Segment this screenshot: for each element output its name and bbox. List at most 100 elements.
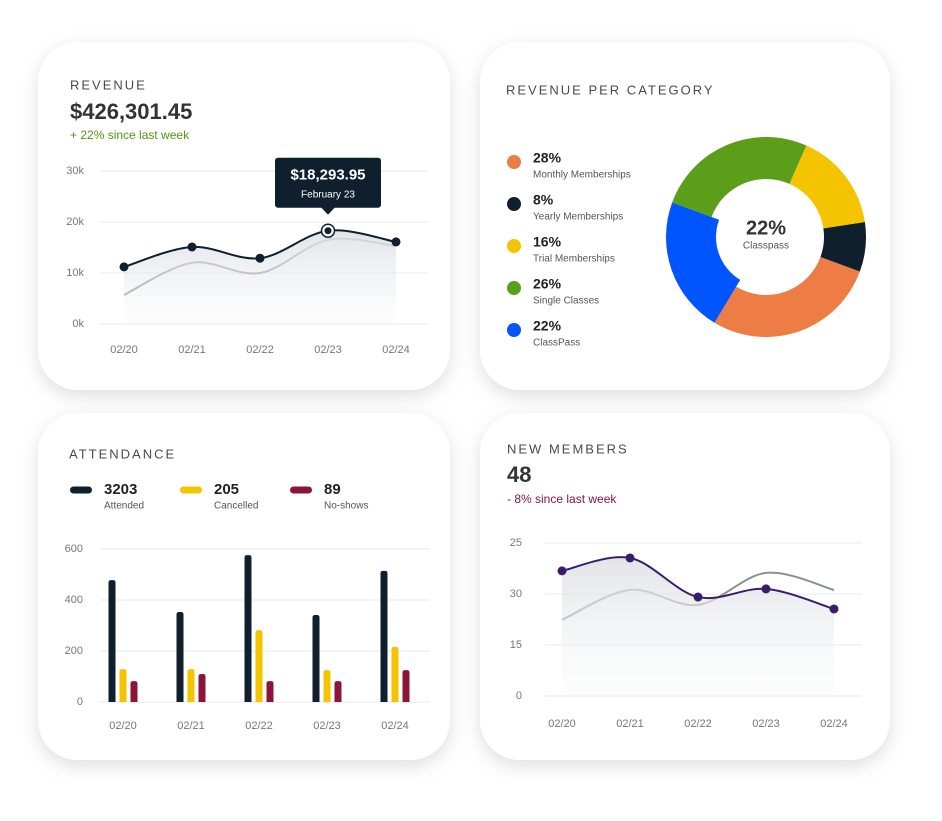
x-tick-label: 02/22 [684, 718, 712, 730]
y-tick-label: 0 [516, 690, 522, 702]
x-tick-label: 02/20 [548, 718, 576, 730]
card-title: NEW MEMBERS [507, 441, 629, 456]
legend-dot [507, 281, 521, 295]
revenue-card [38, 42, 450, 390]
card-title: REVENUE [70, 77, 147, 92]
x-tick-label: 02/21 [177, 720, 205, 732]
legend-total: 3203 [104, 481, 137, 498]
x-tick-label: 02/20 [109, 720, 137, 732]
change-text: + 22% since last week [70, 128, 190, 142]
attendance-card [38, 413, 450, 760]
change-text: - 8% since last week [507, 492, 617, 506]
bar [244, 555, 252, 702]
legend-swatch [180, 486, 202, 494]
bar [380, 570, 388, 702]
point [391, 237, 401, 247]
donut-segment [820, 222, 866, 272]
y-tick-label: 20k [66, 216, 84, 228]
legend-name: ClassPass [533, 338, 580, 349]
bar [391, 646, 399, 702]
point [693, 592, 703, 602]
card-title: REVENUE PER CATEGORY [506, 82, 715, 97]
legend-name: Single Classes [533, 296, 599, 307]
legend-name: Attended [104, 501, 144, 512]
y-tick-label: 15 [510, 639, 522, 651]
point [255, 253, 265, 263]
x-tick-label: 02/22 [245, 720, 273, 732]
members-card [480, 413, 890, 760]
y-tick-label: 600 [65, 543, 83, 555]
y-tick-label: 10k [66, 267, 84, 279]
point [761, 584, 771, 594]
x-tick-label: 02/24 [820, 718, 848, 730]
tooltip-pointer [321, 207, 335, 215]
bar [312, 615, 320, 702]
x-tick-label: 02/21 [178, 344, 206, 356]
legend-total: 205 [214, 481, 239, 498]
donut-segment [789, 145, 865, 229]
headline-value: 48 [507, 462, 531, 487]
legend-value: 16% [533, 234, 562, 250]
bar [176, 611, 184, 702]
legend-name: Cancelled [214, 501, 258, 512]
legend-swatch [70, 486, 92, 494]
bar [255, 630, 263, 702]
x-tick-label: 02/23 [314, 344, 342, 356]
bar [198, 673, 206, 702]
y-tick-label: 400 [65, 594, 83, 606]
legend-name: Yearly Memberships [533, 212, 623, 223]
tooltip-box [275, 157, 381, 208]
legend-value: 8% [533, 192, 554, 208]
legend-swatch [290, 486, 312, 494]
bar [402, 670, 410, 702]
bar [130, 681, 138, 702]
donut-segment [672, 136, 807, 217]
legend-dot [507, 197, 521, 211]
bar [108, 580, 116, 702]
center-label: Classpass [743, 241, 789, 252]
point [557, 566, 567, 576]
legend-dot [507, 323, 521, 337]
x-tick-label: 02/23 [313, 720, 341, 732]
x-tick-label: 02/24 [381, 720, 409, 732]
tooltip-date: February 23 [301, 189, 355, 200]
point [829, 604, 839, 614]
donut-segment [714, 257, 860, 337]
center-value: 22% [746, 217, 786, 239]
y-tick-label: 30 [510, 588, 522, 600]
x-tick-label: 02/24 [382, 344, 410, 356]
legend-name: Trial Memberships [533, 254, 615, 265]
point [119, 262, 129, 272]
legend-name: No-shows [324, 501, 368, 512]
x-tick-label: 02/22 [246, 344, 274, 356]
y-tick-label: 0 [77, 696, 83, 708]
point [187, 242, 197, 252]
y-tick-label: 0k [72, 318, 84, 330]
y-tick-label: 30k [66, 165, 84, 177]
legend-value: 28% [533, 150, 562, 166]
series-area [124, 230, 396, 324]
point [324, 227, 332, 235]
tooltip-value: $18,293.95 [290, 167, 365, 184]
x-tick-label: 02/21 [616, 718, 644, 730]
y-tick-label: 200 [65, 645, 83, 657]
bar [323, 670, 331, 702]
bar [119, 669, 127, 702]
legend-value: 22% [533, 318, 562, 334]
card-title: ATTENDANCE [69, 446, 176, 461]
legend-total: 89 [324, 481, 341, 498]
bar [334, 681, 342, 702]
x-tick-label: 02/23 [752, 718, 780, 730]
legend-dot [507, 239, 521, 253]
point [625, 553, 635, 563]
bar [187, 669, 195, 702]
headline-value: $426,301.45 [70, 99, 192, 124]
bar [266, 681, 274, 702]
x-tick-label: 02/20 [110, 344, 138, 356]
legend-value: 26% [533, 276, 562, 292]
legend-name: Monthly Memberships [533, 170, 631, 181]
donut-segment [666, 202, 741, 323]
legend-dot [507, 155, 521, 169]
